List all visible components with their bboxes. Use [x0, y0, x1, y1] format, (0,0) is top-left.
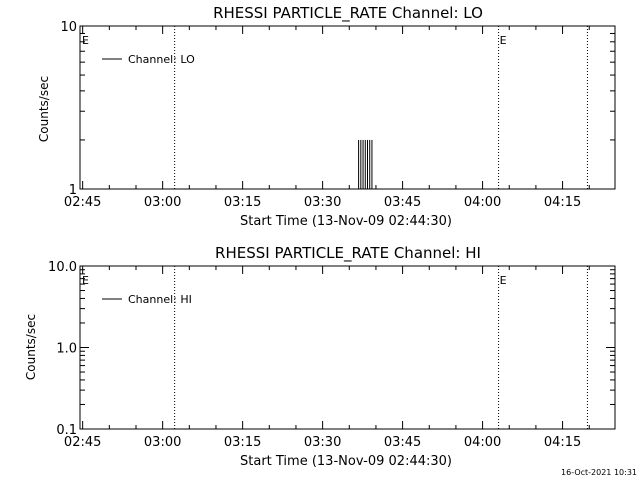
legend-label: Channel: LO — [128, 53, 195, 66]
x-tick-label: 03:45 — [384, 195, 421, 210]
edge-marker: E — [82, 274, 89, 287]
x-tick-label: 03:30 — [304, 435, 341, 450]
x-tick-label: 04:15 — [544, 195, 581, 210]
hi-x-axis-label: Start Time (13-Nov-09 02:44:30) — [240, 454, 452, 469]
render-timestamp: 16-Oct-2021 10:31 — [561, 468, 637, 477]
x-tick-label: 04:00 — [464, 195, 501, 210]
hi-channel-panel: RHESSI PARTICLE_RATE Channel: HI Counts/… — [24, 244, 616, 469]
x-tick-label: 03:00 — [144, 435, 181, 450]
lo-chart-title: RHESSI PARTICLE_RATE Channel: LO — [213, 4, 483, 23]
lo-y-axis-label: Counts/sec — [37, 76, 51, 142]
x-tick-label: 04:00 — [464, 435, 501, 450]
legend-label: Channel: HI — [128, 293, 192, 306]
event-line-label: E — [500, 34, 507, 47]
x-tick-label: 03:45 — [384, 435, 421, 450]
plot-frame — [79, 265, 616, 430]
y-tick-label: 0.1 — [56, 423, 77, 438]
event-line-label: E — [500, 274, 507, 287]
x-tick-label: 03:15 — [224, 195, 261, 210]
y-tick-label: 10.0 — [48, 260, 77, 275]
x-tick-label: 04:15 — [544, 435, 581, 450]
x-tick-label: 03:15 — [224, 435, 261, 450]
plot-frame — [79, 25, 616, 190]
lo-channel-panel: RHESSI PARTICLE_RATE Channel: LO Counts/… — [37, 4, 616, 229]
y-tick-label: 1.0 — [56, 342, 77, 357]
lo-x-axis-label: Start Time (13-Nov-09 02:44:30) — [240, 214, 452, 229]
x-tick-label: 02:45 — [64, 195, 101, 210]
y-tick-label: 1 — [69, 183, 77, 198]
y-tick-label: 10 — [60, 20, 77, 35]
hi-chart-title: RHESSI PARTICLE_RATE Channel: HI — [215, 244, 481, 263]
edge-marker: E — [82, 34, 89, 47]
x-tick-label: 02:45 — [64, 435, 101, 450]
hi-y-axis-label: Counts/sec — [24, 314, 38, 380]
x-tick-label: 03:00 — [144, 195, 181, 210]
x-tick-label: 03:30 — [304, 195, 341, 210]
